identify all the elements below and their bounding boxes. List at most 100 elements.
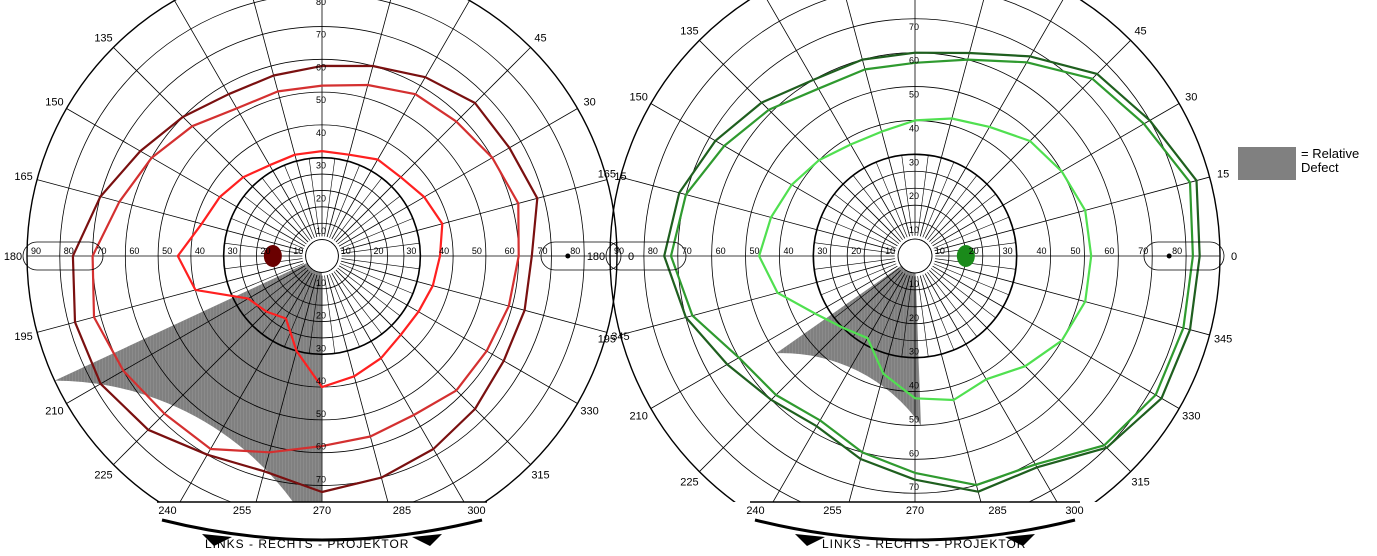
meridian-label-285: 285 <box>988 505 1006 517</box>
meridian-60 <box>924 0 1064 239</box>
meridian-fine <box>231 263 304 294</box>
meridian-45 <box>335 47 531 243</box>
meridian-15 <box>934 176 1210 252</box>
right-eye-visual-field: 10 10 10 10 20 20 20 20 30 30 30 30 40 40 40 40 50 50 50 50… <box>587 0 1237 546</box>
meridian-60 <box>331 0 470 240</box>
meridian-fine <box>901 276 913 357</box>
ring-label: 60 <box>909 56 919 66</box>
side-tab-0 <box>1143 241 1225 271</box>
isopter-1 <box>71 64 539 494</box>
ring-label: 30 <box>406 246 416 256</box>
meridian-label-225: 225 <box>680 477 698 489</box>
ring-label: 60 <box>716 246 726 256</box>
meridian-fine <box>834 268 900 319</box>
ring-label: 20 <box>969 246 979 256</box>
ring-label: 40 <box>783 246 793 256</box>
ring-label: 20 <box>260 246 270 256</box>
meridian-fine <box>337 267 401 317</box>
projector-label-right: LINKS - RECHTS - PROJEKTOR <box>822 537 1026 551</box>
meridian-fine <box>930 268 996 319</box>
meridian-315 <box>335 269 531 465</box>
legend-label-line1: = Relative <box>1301 146 1360 161</box>
meridian-label-270: 270 <box>906 505 924 517</box>
ring-label: 10 <box>909 225 919 235</box>
meridian-75 <box>326 0 392 238</box>
isopter-3 <box>176 150 444 389</box>
blind-spot <box>263 245 282 267</box>
ring-label: 30 <box>817 246 827 256</box>
meridian-fine <box>930 193 996 244</box>
tab-dot <box>565 253 571 259</box>
ring-labels: 10 10 10 10 20 20 20 20 30 30 30 30 40 40 40 40 50 50 50 50… <box>31 0 580 484</box>
meridian-195 <box>620 260 896 336</box>
isopter-2 <box>91 83 520 454</box>
ring-label: 80 <box>648 246 658 256</box>
ring-label: 70 <box>316 30 326 40</box>
ring-label: 80 <box>570 246 580 256</box>
fixation-disc <box>897 238 933 274</box>
meridian-label-225: 225 <box>94 469 112 481</box>
relative-defect-area <box>776 256 921 426</box>
meridian-285 <box>326 274 389 502</box>
ring-label: 20 <box>851 246 861 256</box>
side-tab-180 <box>22 241 104 271</box>
polar-grid <box>609 0 1221 502</box>
meridian-label-45: 45 <box>534 33 546 45</box>
meridian-75 <box>919 0 985 237</box>
meridian-30 <box>338 108 578 247</box>
ring-label: 10 <box>935 246 945 256</box>
meridian-15 <box>340 179 608 252</box>
ring-label: 70 <box>97 246 107 256</box>
meridian-label-195: 195 <box>14 331 32 343</box>
ring-label: 50 <box>316 95 326 105</box>
meridian-fine <box>933 216 1010 249</box>
ring-label: 30 <box>1003 246 1013 256</box>
meridian-fine <box>922 161 955 238</box>
meridian-fine <box>814 258 895 270</box>
meridian-255 <box>255 274 318 502</box>
ring-label: 40 <box>316 376 326 386</box>
ring-label: 90 <box>31 246 41 256</box>
meridian-fine <box>261 271 311 335</box>
ring-label: 80 <box>1172 246 1182 256</box>
tab-dot <box>1166 253 1172 259</box>
meridian-fine <box>933 263 1010 296</box>
meridian-fine <box>927 175 978 241</box>
meridian-label-330: 330 <box>580 406 598 418</box>
arrow-head-right <box>1005 534 1035 546</box>
polar-grid <box>26 0 618 502</box>
meridian-345 <box>934 260 1210 336</box>
meridian-fine <box>935 242 1016 254</box>
ring-label: 80 <box>64 246 74 256</box>
ring-label: 20 <box>316 311 326 321</box>
meridian-fine <box>917 276 929 357</box>
ring-label: 10 <box>316 278 326 288</box>
ring-label: 20 <box>316 193 326 203</box>
meridian-330 <box>932 265 1180 409</box>
meridian-fine <box>333 271 383 335</box>
meridian-label-255: 255 <box>233 505 251 517</box>
meridian-label-240: 240 <box>746 505 764 517</box>
meridian-label-45: 45 <box>1134 25 1146 37</box>
meridian-165 <box>620 176 896 252</box>
meridian-label-30: 30 <box>1185 92 1197 104</box>
isopter-1 <box>663 51 1201 493</box>
meridian-label-15: 15 <box>1217 168 1229 180</box>
meridian-fine <box>261 177 311 241</box>
meridian-150 <box>650 103 898 247</box>
ring-label: 30 <box>316 343 326 353</box>
meridian-label-240: 240 <box>158 505 176 517</box>
ring-label: 70 <box>316 474 326 484</box>
ring-label: 70 <box>682 246 692 256</box>
ring-label: 70 <box>909 482 919 492</box>
fixation-disc <box>305 239 339 273</box>
meridian-fine <box>820 216 897 249</box>
meridian-label-315: 315 <box>531 469 549 481</box>
meridian-fine <box>329 274 360 347</box>
meridian-fine <box>308 275 320 354</box>
meridian-210 <box>650 265 898 409</box>
ring-label: 10 <box>885 246 895 256</box>
meridian-label-285: 285 <box>393 505 411 517</box>
meridian-285 <box>919 275 982 502</box>
ring-label: 60 <box>1104 246 1114 256</box>
